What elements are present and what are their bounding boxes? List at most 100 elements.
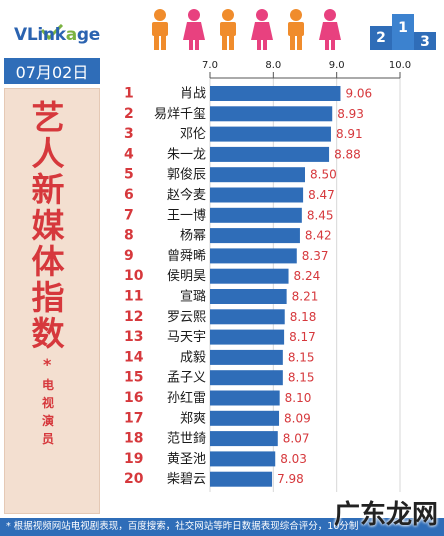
bar-chart: 7.0 8.0 9.0 10.0 1 肖战 9.06 2 易烊千玺 8.93 3 邓伦 8.91 4 朱一龙… bbox=[124, 60, 411, 492]
rank-label: 2 bbox=[124, 106, 134, 122]
artist-name-label: 马天宇 bbox=[167, 330, 206, 345]
value-label: 9.06 bbox=[345, 87, 372, 101]
artist-name-label: 王一博 bbox=[167, 208, 206, 223]
bar bbox=[210, 309, 285, 325]
vlinkage-logo bbox=[10, 14, 110, 48]
side-subtitle-char: 电 bbox=[41, 378, 54, 392]
bar bbox=[210, 451, 276, 467]
person-icon-male bbox=[220, 9, 236, 50]
value-label: 8.15 bbox=[288, 350, 315, 364]
value-label: 8.10 bbox=[285, 391, 312, 405]
rank-label: 8 bbox=[124, 228, 134, 244]
side-subtitle-char: 演 bbox=[41, 414, 54, 428]
person-icon-female bbox=[319, 9, 341, 50]
rank-label: 4 bbox=[124, 146, 134, 162]
side-subtitle: 电 视 演 员 bbox=[36, 376, 60, 448]
artist-name-label: 杨幂 bbox=[180, 229, 206, 244]
bar bbox=[210, 146, 330, 162]
side-title-char: 人 bbox=[31, 134, 65, 173]
value-label: 8.15 bbox=[288, 371, 315, 385]
artist-name-label: 郭俊辰 bbox=[167, 167, 206, 183]
bar bbox=[210, 268, 289, 284]
artist-name-label: 柴碧云 bbox=[167, 472, 206, 487]
rank-label: 17 bbox=[124, 410, 143, 426]
x-tick-label: 7.0 bbox=[202, 60, 218, 71]
side-subtitle-char: 员 bbox=[41, 432, 54, 446]
artist-name-label: 邓伦 bbox=[180, 127, 206, 142]
side-subtitle-char: 视 bbox=[41, 396, 54, 410]
artist-name-label: 侯明昊 bbox=[167, 269, 206, 284]
podium-icon: 2 1 3 bbox=[370, 14, 436, 50]
person-icon-male bbox=[152, 9, 168, 50]
bar bbox=[210, 410, 280, 426]
artist-name-label: 孙红雷 bbox=[167, 390, 206, 406]
rank-label: 18 bbox=[124, 431, 143, 447]
bar bbox=[210, 187, 304, 203]
artist-name-label: 孟子义 bbox=[167, 371, 206, 386]
artist-name-label: 罗云熙 bbox=[167, 310, 206, 325]
value-label: 8.21 bbox=[292, 290, 319, 304]
bar bbox=[210, 207, 302, 223]
side-star: * bbox=[43, 355, 52, 374]
bar bbox=[210, 329, 285, 345]
logo-text: VLinkage bbox=[14, 25, 101, 45]
rank-label: 6 bbox=[124, 187, 134, 203]
bar bbox=[210, 126, 331, 142]
value-label: 8.42 bbox=[305, 229, 332, 243]
person-icon-male bbox=[288, 9, 304, 50]
value-label: 8.91 bbox=[336, 127, 363, 141]
podium-number-1: 1 bbox=[398, 20, 408, 36]
artist-name-label: 曾舜晞 bbox=[167, 249, 206, 264]
side-title-char: 指 bbox=[31, 278, 65, 317]
x-tick-label: 9.0 bbox=[329, 60, 345, 71]
value-label: 8.37 bbox=[302, 249, 329, 263]
rank-label: 20 bbox=[124, 471, 144, 487]
artist-name-label: 肖战 bbox=[180, 87, 206, 102]
rank-label: 11 bbox=[124, 289, 143, 305]
value-label: 8.24 bbox=[294, 269, 321, 283]
side-title-char: 体 bbox=[31, 242, 65, 281]
side-title: 艺 人 新 媒 体 指 数 bbox=[23, 100, 73, 352]
side-panel bbox=[4, 88, 100, 514]
watermark: 广东龙网 bbox=[333, 500, 438, 530]
value-label: 8.45 bbox=[307, 208, 334, 222]
rank-label: 10 bbox=[124, 268, 144, 284]
rank-label: 14 bbox=[124, 349, 144, 365]
artist-name-label: 范世錡 bbox=[167, 431, 206, 447]
value-label: 8.93 bbox=[337, 107, 364, 121]
rank-label: 3 bbox=[124, 126, 134, 142]
bar bbox=[210, 167, 305, 183]
rank-label: 9 bbox=[124, 248, 134, 264]
artist-name-label: 成毅 bbox=[180, 349, 206, 365]
value-label: 8.50 bbox=[310, 168, 337, 182]
value-label: 8.88 bbox=[334, 147, 361, 161]
bar bbox=[210, 86, 341, 101]
side-title-char: 媒 bbox=[31, 206, 65, 245]
x-tick-label: 8.0 bbox=[265, 60, 281, 71]
rank-label: 16 bbox=[124, 390, 143, 406]
people-icons bbox=[152, 9, 341, 50]
footer-note: * 根据视频网站电视剧表现，百度搜索，社交网站等昨日数据表现综合评分，10分制 bbox=[0, 518, 444, 536]
bar bbox=[210, 349, 283, 365]
person-icon-female bbox=[251, 9, 273, 50]
rank-label: 5 bbox=[124, 167, 134, 183]
artist-name-label: 赵今麦 bbox=[167, 187, 206, 203]
bar bbox=[210, 228, 300, 244]
artist-name-label: 宣璐 bbox=[180, 289, 206, 305]
rank-label: 15 bbox=[124, 370, 143, 386]
artist-name-label: 朱一龙 bbox=[167, 147, 206, 162]
bar bbox=[210, 390, 280, 406]
value-label: 8.03 bbox=[280, 452, 307, 466]
bar bbox=[210, 248, 297, 264]
bar bbox=[210, 471, 273, 487]
date-label: 07月02日 bbox=[4, 58, 100, 84]
value-label: 8.47 bbox=[308, 188, 335, 202]
rank-label: 1 bbox=[124, 86, 134, 102]
rank-label: 19 bbox=[124, 451, 143, 467]
side-title-char: 新 bbox=[31, 170, 65, 209]
side-title-char: 数 bbox=[31, 314, 65, 353]
rank-label: 13 bbox=[124, 329, 143, 345]
value-label: 8.18 bbox=[290, 310, 317, 324]
person-icon-female bbox=[183, 9, 205, 50]
